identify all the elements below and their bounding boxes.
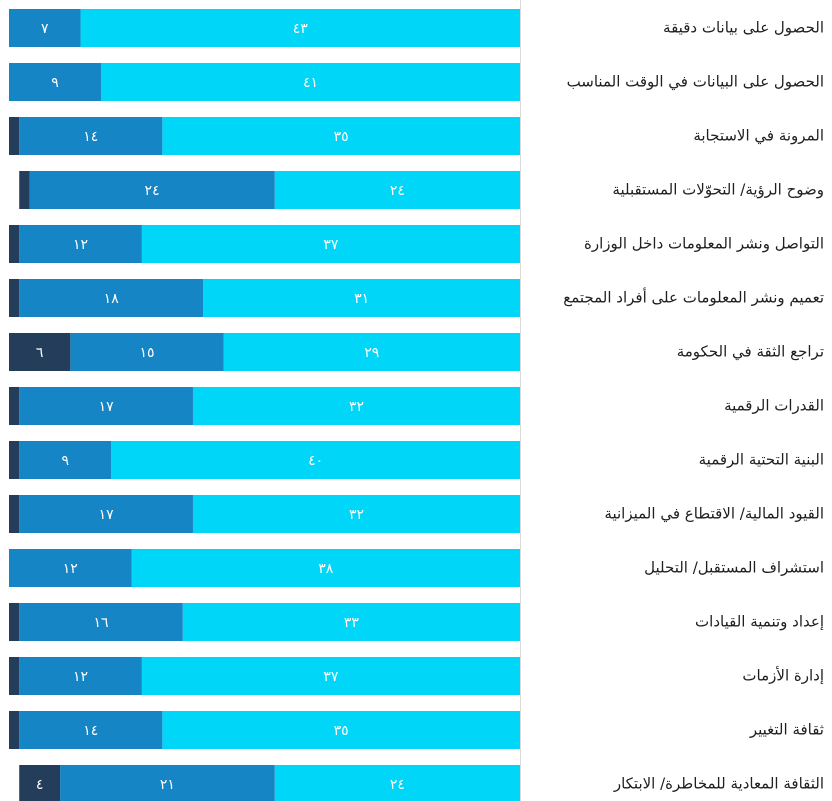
- bar-segment: [182, 603, 521, 641]
- bar-segment: [9, 225, 20, 263]
- bar-segment: [9, 63, 101, 101]
- category-label: القيود المالية/ الاقتطاع في الميزانية: [604, 505, 824, 524]
- value-label: ٣٥: [334, 723, 349, 739]
- value-label: ١٨: [104, 291, 120, 307]
- value-label: ٣٣: [344, 615, 360, 631]
- bar-segment: [192, 495, 520, 533]
- bar-segment: [9, 657, 20, 695]
- bar-segment: [192, 387, 520, 425]
- bar-segment: [131, 549, 520, 587]
- category-label: القدرات الرقمية: [724, 397, 824, 415]
- value-label: ٣٢: [349, 399, 364, 415]
- bar-segment: [223, 333, 520, 371]
- category-label: استشراف المستقبل/ التحليل: [644, 559, 824, 577]
- value-label: ٣٢: [349, 507, 364, 523]
- bar-segment: [9, 279, 20, 317]
- bar-segment: [19, 117, 163, 155]
- bar-segment: [80, 9, 520, 47]
- bar-segment: [19, 603, 183, 641]
- value-label: ١٦: [93, 615, 108, 631]
- bar-segment: [162, 117, 521, 155]
- bar-segment: [274, 171, 520, 209]
- bar-segment: [9, 387, 20, 425]
- value-label: ١٥: [139, 345, 154, 361]
- bar-segment: [9, 711, 20, 749]
- value-label: ٤: [36, 777, 44, 793]
- category-label: وضوح الرؤية/ التحوّلات المستقبلية: [612, 181, 824, 199]
- value-label: ٢٤: [145, 183, 160, 199]
- value-label: ٩: [61, 453, 69, 469]
- category-label: التواصل ونشر المعلومات داخل الوزارة: [584, 235, 824, 253]
- bar-segment: [9, 603, 20, 641]
- category-label: المرونة في الاستجابة: [693, 127, 824, 146]
- value-label: ٤٠: [308, 453, 323, 469]
- bar-segment: [60, 765, 275, 801]
- bar-segment: [70, 333, 224, 371]
- bar-segment: [19, 711, 163, 749]
- bar-segment: [141, 657, 521, 695]
- value-label: ٣٧: [323, 237, 339, 253]
- value-label: ٦: [36, 345, 44, 361]
- value-label: ٣٥: [334, 129, 349, 145]
- bar-segment: [9, 549, 132, 587]
- category-label: تراجع الثقة في الحكومة: [677, 343, 824, 362]
- value-label: ١٧: [99, 507, 115, 523]
- category-label: إدارة الأزمات: [742, 666, 824, 685]
- value-label: ٧: [41, 21, 49, 37]
- category-label: إعداد وتنمية القيادات: [695, 613, 824, 631]
- value-label: ١٢: [63, 561, 78, 577]
- value-label: ٢٩: [364, 345, 379, 361]
- value-label: ٤١: [303, 75, 318, 91]
- bar-segment: [19, 765, 61, 801]
- value-label: ١٤: [83, 129, 98, 145]
- value-label: ١٤: [83, 723, 98, 739]
- value-label: ١٧: [99, 399, 115, 415]
- bar-segment: [9, 117, 20, 155]
- category-label: الحصول على بيانات دقيقة: [663, 19, 824, 37]
- value-label: ٣٨: [318, 561, 334, 577]
- value-label: ١٢: [73, 237, 88, 253]
- bar-segment: [9, 333, 71, 371]
- bar-segment: [29, 171, 275, 209]
- value-label: ٩: [51, 75, 59, 91]
- category-label: الحصول على البيانات في الوقت المناسب: [567, 73, 824, 92]
- bar-segment: [111, 441, 520, 479]
- bar-segment: [141, 225, 521, 263]
- value-label: ٢١: [160, 777, 175, 793]
- category-label: الثقافة المعادية للمخاطرة/ الابتكار: [613, 775, 824, 793]
- bar-segment: [9, 9, 81, 47]
- bar-segment: [19, 441, 112, 479]
- bar-segment: [19, 387, 193, 425]
- category-label: ثقافة التغيير: [749, 721, 824, 739]
- value-label: ١٢: [73, 669, 88, 685]
- bar-segment: [19, 657, 142, 695]
- bar-segment: [203, 279, 520, 317]
- value-label: ٢٤: [390, 183, 405, 199]
- bar-segment: [9, 441, 20, 479]
- bar-segment: [274, 765, 520, 801]
- value-label: ٢٤: [390, 777, 405, 793]
- bar-segment: [9, 495, 20, 533]
- category-label: تعميم ونشر المعلومات على أفراد المجتمع: [563, 288, 824, 307]
- value-label: ٣٧: [323, 669, 339, 685]
- bar-segment: [100, 63, 520, 101]
- bar-segment: [19, 279, 204, 317]
- bar-segment: [19, 225, 142, 263]
- value-label: ٣١: [354, 291, 369, 307]
- bar-segment: [162, 711, 521, 749]
- category-label: البنية التحتية الرقمية: [699, 451, 824, 469]
- value-label: ٤٣: [293, 21, 309, 37]
- bar-segment: [19, 171, 30, 209]
- bar-segment: [19, 495, 193, 533]
